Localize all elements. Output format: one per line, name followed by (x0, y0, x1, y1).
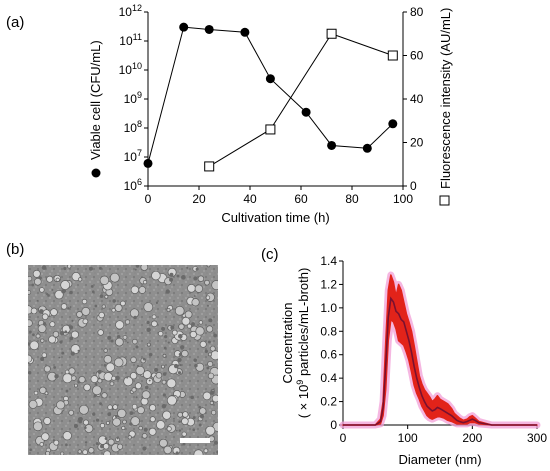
y-tick-label: 0.2 (320, 395, 337, 409)
mean-line (343, 296, 537, 426)
left-tick-label: 1010 (119, 61, 142, 77)
left-tick-label: 106 (124, 177, 142, 193)
left-tick-label: 108 (124, 119, 142, 135)
panel-a-left-axis-title: Viable cell (CFU/mL) (88, 40, 103, 178)
left-tick-label: 1011 (119, 32, 142, 48)
left-tick-label: 1012 (119, 3, 142, 19)
panel-a-left-axis-ticks: 106 107 108 109 1010 1011 1012 (119, 3, 148, 193)
y-tick-label: 1.4 (320, 254, 337, 268)
left-tick-label: 107 (124, 148, 142, 164)
y-tick-label: 0.6 (320, 348, 337, 362)
panel-a-plot-frame (147, 12, 404, 187)
right-tick-label: 80 (410, 5, 424, 19)
data-point-circle (204, 24, 214, 34)
data-point-circle (265, 74, 275, 84)
data-point-square (265, 124, 276, 135)
right-tick-label: 0 (410, 179, 417, 193)
y-tick-label: 0.4 (320, 371, 337, 385)
panel-a-right-axis-title: Fluorescence intensity (AU/mL) (438, 8, 453, 206)
panel-c-y-axis-label-line2: ( × 109 particles/mL-broth) (295, 268, 311, 419)
panel-c-y-axis-ticks: 0 0.2 0.4 0.6 0.8 1.0 1.2 1.4 (320, 254, 343, 432)
panel-c-y-axis-title: Concentration ( × 109 particles/mL-broth… (280, 268, 311, 419)
data-point-circle (362, 143, 372, 153)
panel-a-x-axis-label: Cultivation time (h) (221, 210, 329, 225)
panel-a-label: (a) (6, 14, 24, 31)
y-tick-label: 0 (330, 418, 337, 432)
x-tick-label: 200 (462, 431, 482, 445)
panel-a-x-axis-ticks: 0 20 40 60 80 100 (145, 186, 413, 206)
panel-c-x-axis-label: Diameter (nm) (398, 452, 481, 467)
scale-bar (180, 438, 210, 443)
data-point-circle (240, 27, 250, 37)
right-tick-label: 20 (410, 136, 424, 150)
x-tick-label: 40 (243, 192, 257, 206)
x-tick-label: 100 (398, 431, 418, 445)
panel-a-right-axis-ticks: 0 20 40 60 80 (403, 5, 424, 193)
data-point-circle (143, 158, 153, 168)
series-line-open-square (208, 33, 393, 167)
left-tick-label: 109 (124, 90, 142, 106)
panel-c-label: (c) (261, 246, 279, 263)
panel-b-label: (b) (6, 241, 24, 258)
panel-c-distribution (339, 271, 541, 429)
x-tick-label: 20 (192, 192, 206, 206)
x-tick-label: 300 (527, 431, 547, 445)
x-tick-label: 80 (345, 192, 359, 206)
data-point-circle (327, 140, 337, 150)
panel-a-right-axis-label: Fluorescence intensity (AU/mL) (438, 8, 453, 189)
x-tick-label: 100 (393, 192, 413, 206)
filled-circle-legend-marker (91, 168, 101, 178)
y-tick-label: 1.0 (320, 301, 337, 315)
panel-a: (a) 106 107 108 109 1010 1011 1012 0 20 40 60 80 0… (6, 3, 453, 225)
x-tick-label: 60 (294, 192, 308, 206)
tem-micrograph (28, 265, 218, 455)
x-tick-label: 0 (145, 192, 152, 206)
data-point-square (326, 28, 337, 39)
panel-a-series (143, 22, 398, 172)
panel-c-y-axis-label-line1: Concentration (280, 303, 295, 384)
data-point-square (204, 161, 215, 172)
x-tick-label: 0 (340, 431, 347, 445)
panel-a-left-axis-label: Viable cell (CFU/mL) (88, 40, 103, 160)
open-square-legend-marker (439, 195, 450, 206)
data-point-circle (301, 107, 311, 117)
series-line-filled-circle (147, 26, 394, 164)
data-point-circle (388, 119, 398, 129)
panel-b: (b) (6, 241, 218, 455)
right-tick-label: 40 (410, 92, 424, 106)
error-band (342, 274, 538, 426)
right-tick-label: 60 (410, 49, 424, 63)
data-point-circle (179, 22, 189, 32)
panel-c: (c) 0 0.2 0.4 0.6 0.8 1.0 1.2 1.4 0 100 200 300 Di… (261, 246, 547, 467)
data-point-square (387, 50, 398, 61)
y-tick-label: 1.2 (320, 277, 337, 291)
y-tick-label: 0.8 (320, 324, 337, 338)
